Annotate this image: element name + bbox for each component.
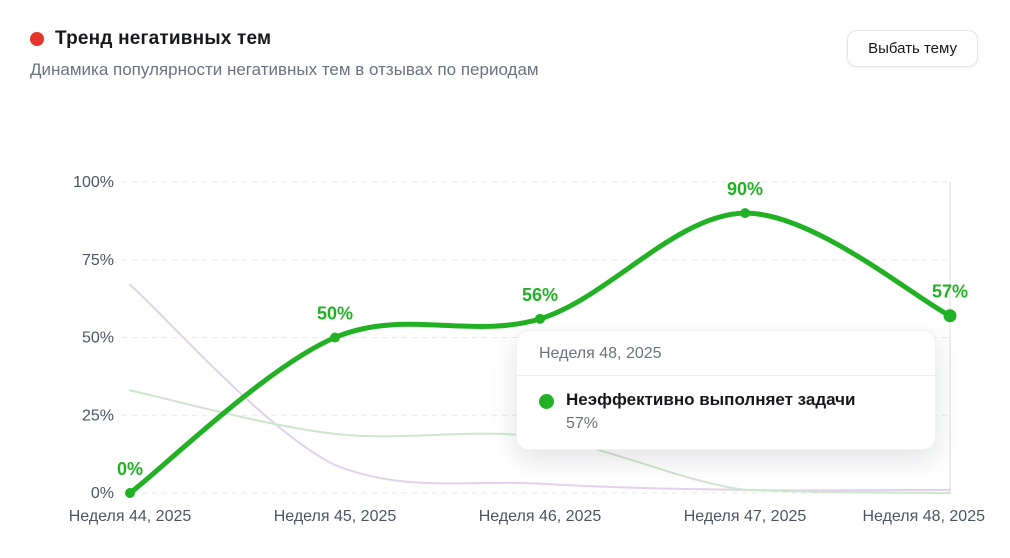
tooltip-series-dot-icon xyxy=(539,394,554,409)
y-axis-tick-label: 25% xyxy=(82,407,114,424)
tooltip-period: Неделя 48, 2025 xyxy=(539,345,662,362)
select-topic-button[interactable]: Выбать тему xyxy=(847,30,978,67)
y-axis-tick-label: 75% xyxy=(82,252,114,269)
page-subtitle: Динамика популярности негативных тем в о… xyxy=(30,60,539,79)
tooltip-divider xyxy=(517,375,935,376)
y-axis-tick-label: 100% xyxy=(73,174,114,191)
y-axis-tick-label: 0% xyxy=(91,485,114,502)
data-point[interactable] xyxy=(740,208,750,219)
data-point-label: 50% xyxy=(317,304,353,324)
data-point-label: 0% xyxy=(117,459,143,479)
chart-tooltip: Неделя 48, 2025 Неэффективно выполняет з… xyxy=(516,330,936,450)
x-axis-tick-label: Неделя 46, 2025 xyxy=(479,508,602,525)
x-axis-tick-label: Неделя 45, 2025 xyxy=(274,508,397,525)
x-axis-tick-label: Неделя 48, 2025 xyxy=(862,508,985,525)
data-point-label: 56% xyxy=(522,285,558,305)
x-axis-tick-label: Неделя 44, 2025 xyxy=(69,508,192,525)
title-row: Тренд негативных тем xyxy=(30,28,539,50)
data-point[interactable] xyxy=(125,488,135,498)
negative-topics-dot-icon xyxy=(30,32,44,46)
data-point-label: 57% xyxy=(932,282,968,302)
tooltip-value: 57% xyxy=(566,415,599,432)
data-point[interactable] xyxy=(535,313,545,324)
tooltip-series-label: Неэффективно выполняет задачи xyxy=(566,390,856,409)
tooltip-series-row: Неэффективно выполняет задачи 57% xyxy=(539,390,913,433)
data-point-label: 90% xyxy=(727,179,763,199)
y-axis-tick-label: 50% xyxy=(82,330,114,347)
chart-header: Тренд негативных тем Динамика популярнос… xyxy=(30,28,539,80)
page-title: Тренд негативных тем xyxy=(55,28,272,49)
data-point[interactable] xyxy=(330,332,340,343)
series-line xyxy=(129,283,951,492)
x-axis-tick-label: Неделя 47, 2025 xyxy=(684,508,807,525)
tooltip-series-texts: Неэффективно выполняет задачи 57% xyxy=(566,390,856,433)
data-point[interactable] xyxy=(943,309,957,323)
